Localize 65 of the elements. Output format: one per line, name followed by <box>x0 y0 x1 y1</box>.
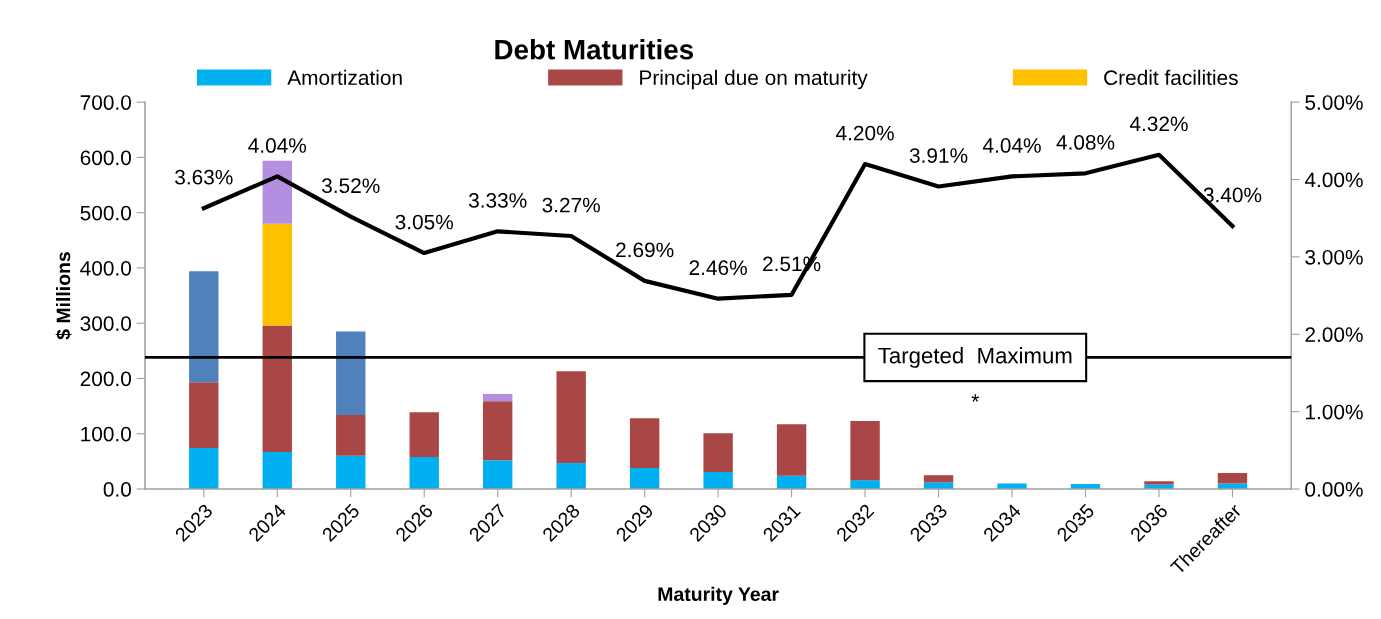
y2-tick-label: 4.00% <box>1304 172 1363 188</box>
bar <box>336 331 366 415</box>
legend-label: Principal due on maturity <box>640 69 868 90</box>
data-label: 3.40% <box>1203 187 1262 203</box>
bar <box>703 433 733 472</box>
bar <box>409 456 439 490</box>
bar <box>483 401 513 461</box>
bar <box>629 418 660 469</box>
y-tick-label: 600.0 <box>80 150 131 166</box>
bar <box>850 480 880 490</box>
data-label: 3.05% <box>395 214 454 230</box>
y-tick-label: 300.0 <box>80 316 131 331</box>
data-label: 4.08% <box>1056 135 1115 150</box>
bar <box>1217 483 1248 490</box>
data-label: 3.63% <box>175 169 233 185</box>
y-axis-title: $ Millions <box>55 252 72 340</box>
y2-tick-label: 1.00% <box>1306 404 1363 420</box>
bar <box>262 451 292 490</box>
data-label: 3.91% <box>909 148 968 163</box>
data-label: 3.52% <box>322 178 380 194</box>
data-label: 2.69% <box>616 242 674 258</box>
bar <box>556 463 586 490</box>
bar <box>409 412 439 457</box>
bar <box>703 471 733 490</box>
y2-tick-label: 3.00% <box>1305 249 1363 265</box>
bar <box>262 325 292 452</box>
legend-label: Credit facilities <box>1104 69 1238 86</box>
bar <box>483 460 513 490</box>
bar <box>336 414 366 456</box>
bar <box>923 475 954 483</box>
bar <box>336 455 366 490</box>
legend-label: Amortization <box>287 69 402 86</box>
y-tick-label: 100.0 <box>81 426 131 442</box>
y-tick-label: 700.0 <box>80 95 131 110</box>
data-label: 4.04% <box>248 138 307 153</box>
data-label: 4.04% <box>982 138 1041 153</box>
y2-tick-label: 0.00% <box>1305 482 1363 497</box>
bar <box>262 160 292 224</box>
bar <box>776 424 807 476</box>
chart-title: Debt Maturities <box>495 39 694 60</box>
data-label: 4.32% <box>1129 116 1188 132</box>
data-label: 3.27% <box>542 197 600 213</box>
y-tick-label: 400.0 <box>80 260 131 276</box>
ref-line-label: Targeted Maximum <box>878 347 1072 368</box>
bar <box>556 371 586 464</box>
annotation: * <box>971 394 980 402</box>
data-label: 2.46% <box>689 260 747 276</box>
bar <box>262 223 292 326</box>
bar <box>189 382 219 449</box>
bar <box>850 421 880 481</box>
y-tick-label: 200.0 <box>80 371 131 387</box>
bar <box>1217 472 1248 484</box>
data-label: 3.33% <box>468 193 527 208</box>
data-label: 4.20% <box>836 125 894 141</box>
y-tick-label: 500.0 <box>80 205 131 221</box>
x-axis-title: Maturity Year <box>658 586 779 605</box>
bar <box>629 468 660 490</box>
bar <box>483 393 513 402</box>
y2-tick-label: 2.00% <box>1305 327 1363 343</box>
bar <box>997 483 1027 490</box>
y-tick-label: 0.0 <box>103 482 131 497</box>
y2-tick-label: 5.00% <box>1305 95 1363 110</box>
bar <box>189 448 219 490</box>
bar <box>189 271 219 383</box>
bar <box>1144 481 1174 485</box>
